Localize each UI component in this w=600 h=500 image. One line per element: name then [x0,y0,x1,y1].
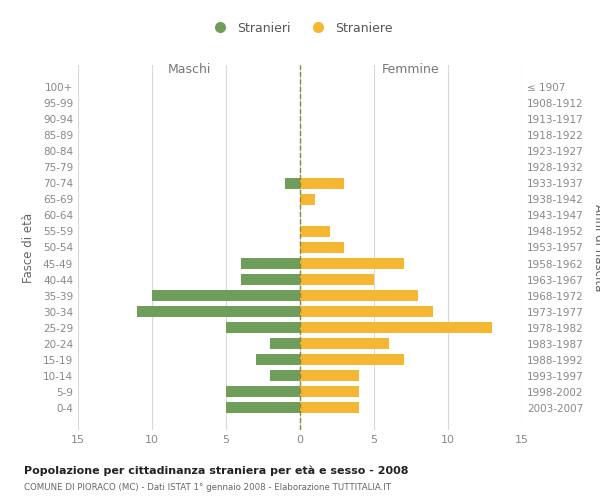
Bar [300,274,374,285]
Bar [241,258,300,270]
Bar [256,354,300,366]
Bar [300,322,493,334]
Text: COMUNE DI PIORACO (MC) - Dati ISTAT 1° gennaio 2008 - Elaborazione TUTTITALIA.IT: COMUNE DI PIORACO (MC) - Dati ISTAT 1° g… [24,482,391,492]
Bar [300,194,315,205]
Bar [226,402,300,413]
Bar [226,386,300,398]
Bar [300,306,433,318]
Bar [271,338,300,349]
Bar [137,306,300,318]
Bar [300,338,389,349]
Bar [152,290,300,302]
Text: Popolazione per cittadinanza straniera per età e sesso - 2008: Popolazione per cittadinanza straniera p… [24,465,409,475]
Bar [300,354,404,366]
Bar [300,226,329,237]
Bar [300,290,418,302]
Bar [285,178,300,189]
Bar [300,402,359,413]
Y-axis label: Anni di nascita: Anni di nascita [592,204,600,291]
Bar [300,258,404,270]
Bar [300,178,344,189]
Y-axis label: Fasce di età: Fasce di età [22,212,35,282]
Bar [241,274,300,285]
Text: Maschi: Maschi [167,63,211,76]
Legend: Stranieri, Straniere: Stranieri, Straniere [202,16,398,40]
Bar [300,370,359,382]
Bar [226,322,300,334]
Bar [300,242,344,254]
Bar [300,386,359,398]
Bar [271,370,300,382]
Text: Femmine: Femmine [382,63,440,76]
